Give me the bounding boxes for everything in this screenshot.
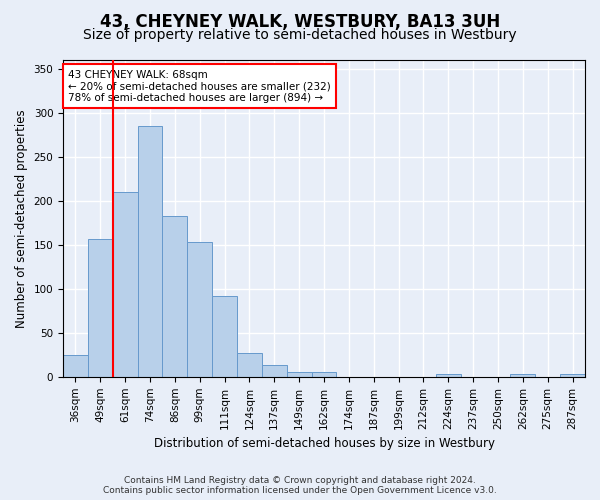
Bar: [311, 372, 337, 377]
Bar: [436, 374, 461, 377]
Bar: [163, 216, 187, 377]
Text: Size of property relative to semi-detached houses in Westbury: Size of property relative to semi-detach…: [83, 28, 517, 42]
Bar: [262, 366, 287, 377]
Bar: [511, 374, 535, 377]
Bar: [187, 242, 212, 377]
Bar: [212, 296, 237, 377]
Bar: [287, 372, 311, 377]
Bar: [63, 355, 88, 377]
Text: 43 CHEYNEY WALK: 68sqm
← 20% of semi-detached houses are smaller (232)
78% of se: 43 CHEYNEY WALK: 68sqm ← 20% of semi-det…: [68, 70, 331, 102]
Text: 43, CHEYNEY WALK, WESTBURY, BA13 3UH: 43, CHEYNEY WALK, WESTBURY, BA13 3UH: [100, 12, 500, 30]
Bar: [560, 374, 585, 377]
Y-axis label: Number of semi-detached properties: Number of semi-detached properties: [15, 109, 28, 328]
X-axis label: Distribution of semi-detached houses by size in Westbury: Distribution of semi-detached houses by …: [154, 437, 494, 450]
Bar: [137, 126, 163, 377]
Bar: [88, 238, 113, 377]
Bar: [113, 192, 137, 377]
Text: Contains HM Land Registry data © Crown copyright and database right 2024.
Contai: Contains HM Land Registry data © Crown c…: [103, 476, 497, 495]
Bar: [237, 353, 262, 377]
